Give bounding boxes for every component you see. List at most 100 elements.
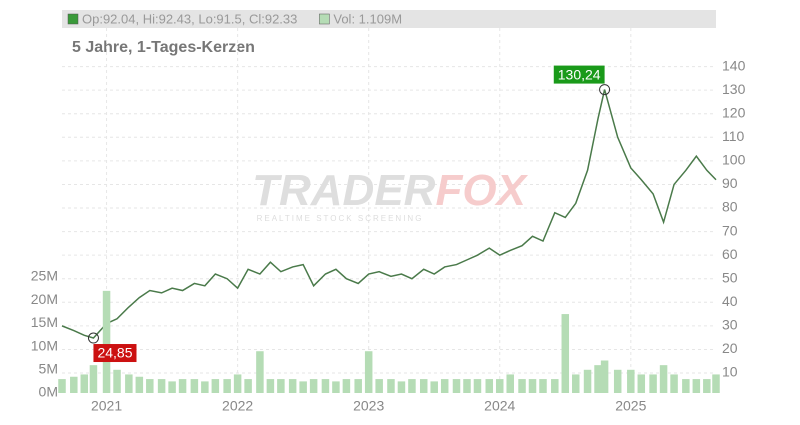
volume-bar <box>244 379 252 393</box>
x-tick-label: 2021 <box>91 398 122 414</box>
volume-bar <box>452 379 461 393</box>
y-tick-label: 130 <box>722 81 746 97</box>
volume-bar <box>146 379 154 393</box>
watermark-part: TRADER <box>252 166 436 215</box>
y-tick-label: 20 <box>722 340 738 356</box>
volume-bar <box>485 379 494 393</box>
volume-bar <box>463 379 471 393</box>
price-line <box>61 89 717 339</box>
volume-bar <box>299 381 307 393</box>
volume-bar <box>211 379 220 393</box>
volume-bar <box>364 351 373 393</box>
volume-bar <box>637 374 646 393</box>
volume-bar <box>201 381 209 393</box>
volume-bar <box>659 365 668 393</box>
annotation-label: 24,85 <box>97 345 132 361</box>
volume-bar <box>309 379 318 393</box>
volume-bar <box>539 379 547 393</box>
y-tick-label: 30 <box>722 317 738 333</box>
y-tick-label: 70 <box>722 222 738 238</box>
volume-bar <box>102 290 111 393</box>
header-text: Op:92.04, Hi:92.43, Lo:91.5, Cl:92.33 <box>82 11 297 26</box>
volume-bar <box>551 379 559 393</box>
x-tick-label: 2024 <box>484 398 515 414</box>
annotation-box <box>553 65 605 84</box>
header-text: Vol: 1.109M <box>333 11 402 26</box>
watermark-part: FOX <box>435 166 528 215</box>
volume-bar <box>703 379 711 393</box>
volume-bar <box>387 379 395 393</box>
y2-tick-label: 5M <box>39 360 58 376</box>
volume-bar <box>473 379 482 393</box>
watermark-tagline: REALTIME STOCK SCREENING <box>257 214 424 223</box>
volume-bar <box>135 376 144 393</box>
header-swatch <box>319 13 330 25</box>
volume-bar <box>256 351 264 393</box>
volume-bar <box>682 379 690 393</box>
volume-bar <box>430 381 438 393</box>
annotation-box <box>93 344 137 363</box>
volume-bar <box>113 369 121 393</box>
volume-bar <box>80 374 89 393</box>
y-tick-label: 120 <box>722 104 746 120</box>
volume-bar <box>89 365 98 393</box>
volume-bar <box>375 379 383 393</box>
x-tick-label: 2023 <box>353 398 384 414</box>
volume-bar <box>506 374 514 393</box>
volume-bar <box>233 374 242 393</box>
volume-bar <box>572 374 580 393</box>
volume-bar <box>649 374 657 393</box>
y2-tick-label: 0M <box>39 384 58 400</box>
volume-bar <box>223 379 231 393</box>
volume-bar <box>594 365 602 393</box>
x-tick-label: 2025 <box>615 398 646 414</box>
y-tick-label: 80 <box>722 199 738 215</box>
volume-bar <box>168 381 176 393</box>
volume-bar <box>288 379 297 393</box>
volume-bar <box>58 379 66 393</box>
volume-bar <box>528 379 537 393</box>
volume-bar <box>354 379 362 393</box>
volume-bar <box>332 381 340 393</box>
annotation-marker <box>599 84 611 96</box>
volume-bar <box>178 379 187 393</box>
volume-bar <box>583 369 592 393</box>
x-tick-label: 2022 <box>222 398 253 414</box>
header-swatch <box>67 13 79 25</box>
volume-bar <box>495 379 504 393</box>
y2-tick-label: 20M <box>31 291 58 307</box>
annotation: 24,85 <box>93 344 137 363</box>
y-tick-label: 90 <box>722 175 738 191</box>
volume-bar <box>600 360 609 393</box>
volume-bar <box>157 379 166 393</box>
volume-bar <box>70 376 78 393</box>
annotation-label: 130,24 <box>558 66 601 82</box>
volume-bar <box>190 379 199 393</box>
volume-bar <box>397 381 406 393</box>
y-tick-label: 100 <box>722 152 746 168</box>
subtitle: 5 Jahre, 1-Tages-Kerzen <box>72 39 255 56</box>
y-tick-label: 110 <box>722 128 745 144</box>
volume-bar <box>692 379 701 393</box>
volume-bar <box>419 379 428 393</box>
volume-bar <box>670 374 678 393</box>
volume-bar <box>561 314 570 393</box>
y2-tick-label: 10M <box>31 337 58 353</box>
volume-bar <box>342 379 351 393</box>
volume-bar <box>627 369 635 393</box>
volume-bar <box>712 374 720 393</box>
volume-bar <box>518 379 526 393</box>
y-tick-label: 50 <box>722 269 738 285</box>
y2-tick-label: 25M <box>31 268 58 284</box>
volume-bar <box>125 374 133 393</box>
volume-bar <box>321 379 330 393</box>
annotation-marker <box>87 332 99 344</box>
volume-bar <box>613 369 622 393</box>
y-tick-label: 60 <box>722 246 738 262</box>
y2-tick-label: 15M <box>31 314 58 330</box>
watermark: TRADERFOX <box>252 166 528 215</box>
volume-bar <box>277 379 285 393</box>
volume-bar <box>440 379 449 393</box>
y-tick-label: 40 <box>722 293 738 309</box>
